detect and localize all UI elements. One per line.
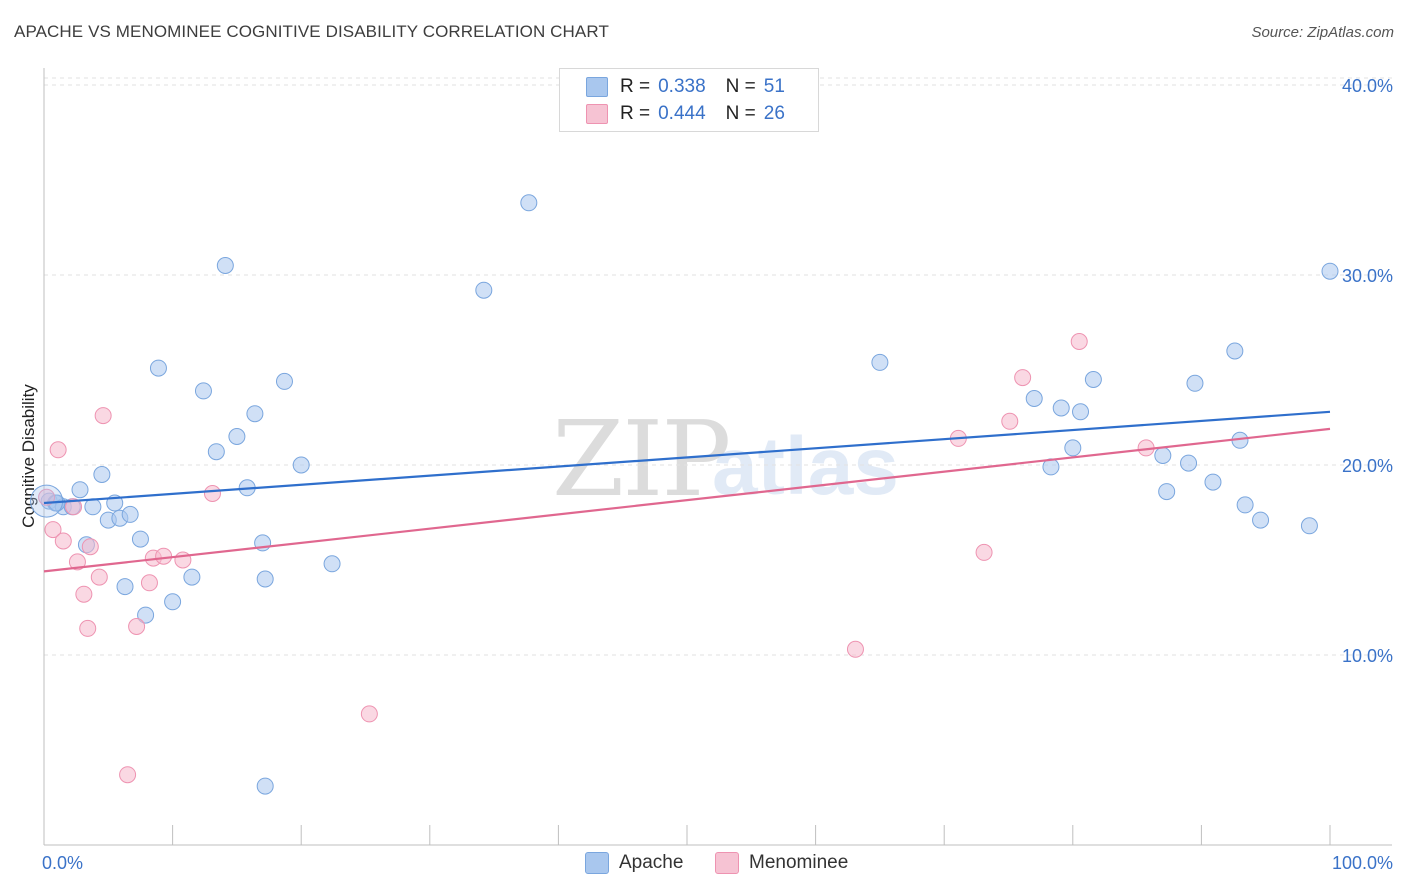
apache-point bbox=[1072, 403, 1090, 421]
stats-legend: R = 0.338 N = 51 R = 0.444 N = 26 bbox=[559, 68, 819, 132]
apache-point bbox=[149, 359, 167, 377]
menominee-point bbox=[1070, 333, 1088, 350]
apache-trendline bbox=[43, 410, 1331, 505]
source-label: Source: ZipAtlas.com bbox=[1251, 24, 1394, 41]
apache-point bbox=[292, 456, 310, 474]
menominee-point bbox=[54, 532, 72, 550]
chart-title: APACHE VS MENOMINEE COGNITIVE DISABILITY… bbox=[14, 22, 609, 41]
stats-row-apache: R = 0.338 N = 51 bbox=[586, 74, 785, 100]
n-label: N = bbox=[725, 103, 756, 124]
menominee-point bbox=[846, 640, 864, 658]
apache-point bbox=[1084, 371, 1102, 388]
apache-point bbox=[84, 498, 102, 516]
apache-point bbox=[93, 466, 111, 483]
apache-point bbox=[121, 505, 139, 523]
stats-row-menominee: R = 0.444 N = 26 bbox=[586, 101, 785, 127]
apache-point bbox=[1052, 399, 1070, 417]
apache-point bbox=[1204, 473, 1222, 491]
apache-point bbox=[1226, 342, 1244, 360]
apache-point bbox=[475, 281, 493, 299]
r-value: 0.444 bbox=[658, 103, 706, 124]
y-tick-label: 30.0% bbox=[1342, 266, 1393, 286]
apache-point bbox=[228, 428, 246, 445]
n-value: 26 bbox=[763, 103, 785, 124]
apache-point bbox=[1186, 374, 1204, 392]
apache-swatch bbox=[586, 77, 608, 97]
menominee-point bbox=[44, 521, 62, 539]
menominee-point bbox=[140, 574, 158, 592]
menominee-point bbox=[975, 543, 993, 561]
y-tick-label: 20.0% bbox=[1342, 456, 1393, 476]
menominee-point bbox=[128, 618, 146, 635]
apache-point bbox=[131, 530, 149, 548]
legend-label-menominee: Menominee bbox=[749, 852, 849, 873]
apache-point bbox=[246, 405, 264, 423]
menominee-point bbox=[81, 538, 99, 556]
apache-point bbox=[116, 578, 134, 596]
menominee-point bbox=[65, 498, 83, 516]
apache-point bbox=[871, 353, 889, 371]
menominee-point bbox=[90, 568, 108, 586]
apache-point bbox=[1180, 454, 1198, 472]
legend-item-apache[interactable]: Apache bbox=[585, 852, 683, 874]
apache-point bbox=[256, 570, 274, 588]
apache-point bbox=[1252, 511, 1270, 529]
menominee-point bbox=[203, 485, 221, 502]
menominee-point bbox=[94, 407, 112, 425]
apache-point bbox=[1158, 483, 1176, 501]
watermark-zip: ZIP bbox=[552, 398, 731, 520]
menominee-point bbox=[38, 488, 56, 506]
n-value: 51 bbox=[763, 76, 785, 97]
menominee-point bbox=[360, 705, 378, 723]
legend-item-menominee[interactable]: Menominee bbox=[715, 852, 848, 874]
menominee-point bbox=[119, 766, 137, 784]
menominee-trendline bbox=[43, 427, 1331, 573]
apache-point bbox=[1154, 447, 1172, 464]
n-label: N = bbox=[725, 76, 756, 97]
r-label: R = bbox=[620, 76, 651, 97]
menominee-point bbox=[75, 585, 93, 603]
watermark-atlas: atlas bbox=[712, 421, 899, 512]
r-label: R = bbox=[620, 103, 651, 124]
apache-point bbox=[137, 606, 155, 624]
apache-point bbox=[520, 194, 538, 212]
apache-point bbox=[1064, 439, 1082, 457]
apache-point bbox=[1300, 517, 1318, 535]
apache-point bbox=[216, 257, 234, 274]
menominee-point bbox=[1001, 412, 1019, 430]
apache-point bbox=[1025, 390, 1043, 407]
menominee-point bbox=[68, 553, 86, 571]
menominee-point bbox=[1014, 369, 1032, 387]
menominee-point bbox=[79, 619, 97, 637]
menominee-point bbox=[155, 547, 173, 565]
apache-point bbox=[256, 777, 274, 795]
apache-point bbox=[194, 382, 212, 400]
legend-label-apache: Apache bbox=[619, 852, 684, 873]
x-tick-label-max: 100.0% bbox=[1332, 853, 1393, 873]
menominee-swatch bbox=[586, 104, 608, 124]
apache-point bbox=[275, 372, 293, 390]
apache-point bbox=[323, 555, 341, 573]
apache-point bbox=[183, 568, 201, 586]
y-tick-label: 40.0% bbox=[1342, 76, 1393, 96]
r-value: 0.338 bbox=[658, 76, 706, 97]
apache-point bbox=[1236, 496, 1254, 514]
apache-point bbox=[71, 481, 89, 499]
apache-point bbox=[164, 593, 182, 611]
y-tick-label: 10.0% bbox=[1342, 646, 1393, 666]
apache-point bbox=[1321, 262, 1339, 280]
x-tick-label-min: 0.0% bbox=[42, 853, 83, 873]
series-legend: Apache Menominee bbox=[0, 850, 1406, 878]
menominee-point bbox=[49, 441, 67, 459]
menominee-swatch bbox=[715, 852, 739, 874]
apache-swatch bbox=[585, 852, 609, 874]
apache-point bbox=[207, 443, 225, 461]
